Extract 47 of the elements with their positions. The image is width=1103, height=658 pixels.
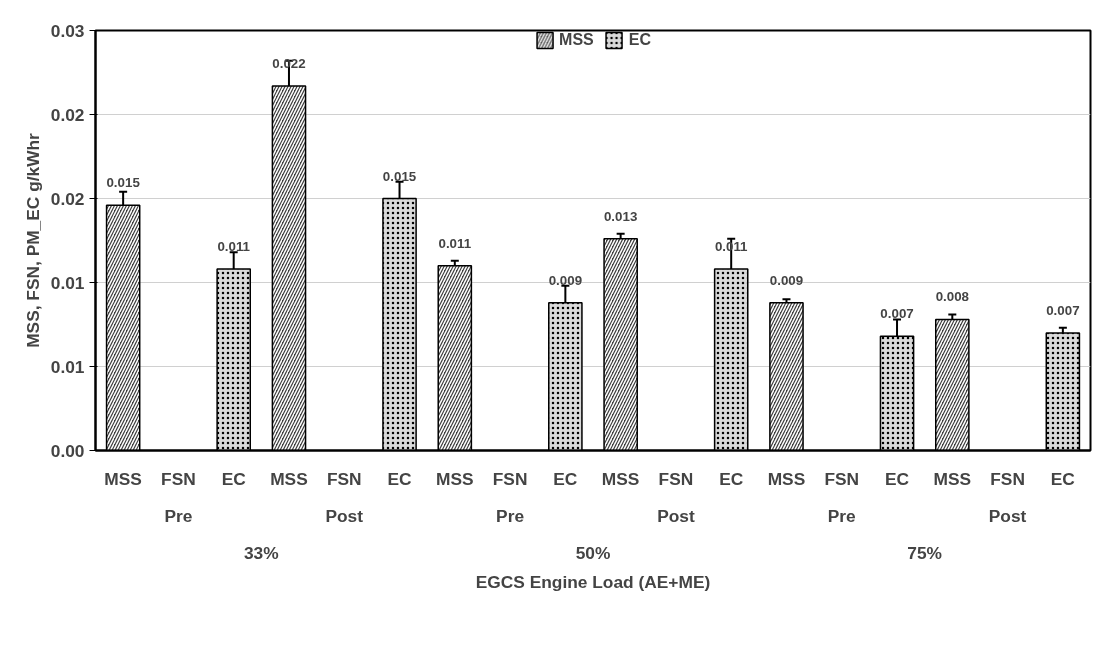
x-tick-label: EC [553, 468, 578, 489]
data-label: 0.013 [603, 208, 638, 224]
x-tick-label: FSN [161, 468, 196, 489]
legend-label: EC [628, 31, 651, 49]
data-label: 0.009 [769, 272, 804, 288]
text: Pre [496, 505, 525, 526]
x-tick-label: FSN [990, 468, 1025, 489]
data-label: 0.007 [1046, 302, 1080, 318]
text: 75% [907, 542, 943, 563]
x-tick-label: MSS [104, 468, 142, 489]
y-axis-title: MSS, FSN, PM_EC g/kWhr [22, 132, 43, 348]
text: Post [325, 505, 364, 526]
text: Pre [827, 505, 857, 526]
data-label: 0.011 [217, 239, 251, 255]
legend-label: MSS [559, 31, 594, 49]
text: Pre [164, 505, 193, 526]
data-label: 0.008 [935, 289, 969, 305]
x-tick-label: MSS [270, 468, 308, 489]
y-tick-label: 0.01 [50, 356, 85, 377]
text: Post [657, 505, 695, 526]
x-axis-title: EGCS Engine Load (AE+ME) [475, 571, 711, 592]
data-label: 0.015 [106, 175, 141, 191]
x-tick-label: EC [221, 468, 247, 489]
x-tick-label: FSN [492, 468, 528, 489]
x-tick-label: FSN [326, 468, 362, 489]
data-label: 0.009 [548, 272, 583, 288]
x-tick-label: MSS [601, 468, 640, 489]
text: 50% [575, 542, 611, 563]
x-tick-label: EC [884, 468, 910, 489]
text: Post [988, 505, 1027, 526]
y-tick-label: 0.02 [50, 104, 85, 125]
y-tick-label: 0.02 [50, 188, 85, 209]
x-tick-label: EC [387, 468, 413, 489]
data-label: 0.015 [382, 168, 417, 184]
y-tick-label: 0.01 [50, 272, 85, 293]
x-tick-label: MSS [767, 468, 806, 489]
x-tick-label: EC [1050, 468, 1076, 489]
data-label: 0.007 [880, 306, 914, 322]
y-tick-label: 0.00 [50, 440, 85, 461]
x-tick-label: MSS [933, 468, 972, 489]
x-tick-label: FSN [658, 468, 694, 489]
data-label: 0.011 [438, 235, 472, 251]
text: 33% [243, 542, 279, 563]
x-tick-label: FSN [824, 468, 860, 489]
x-tick-label: EC [719, 468, 744, 489]
y-tick-label: 0.03 [50, 20, 85, 41]
x-tick-label: MSS [436, 468, 474, 489]
